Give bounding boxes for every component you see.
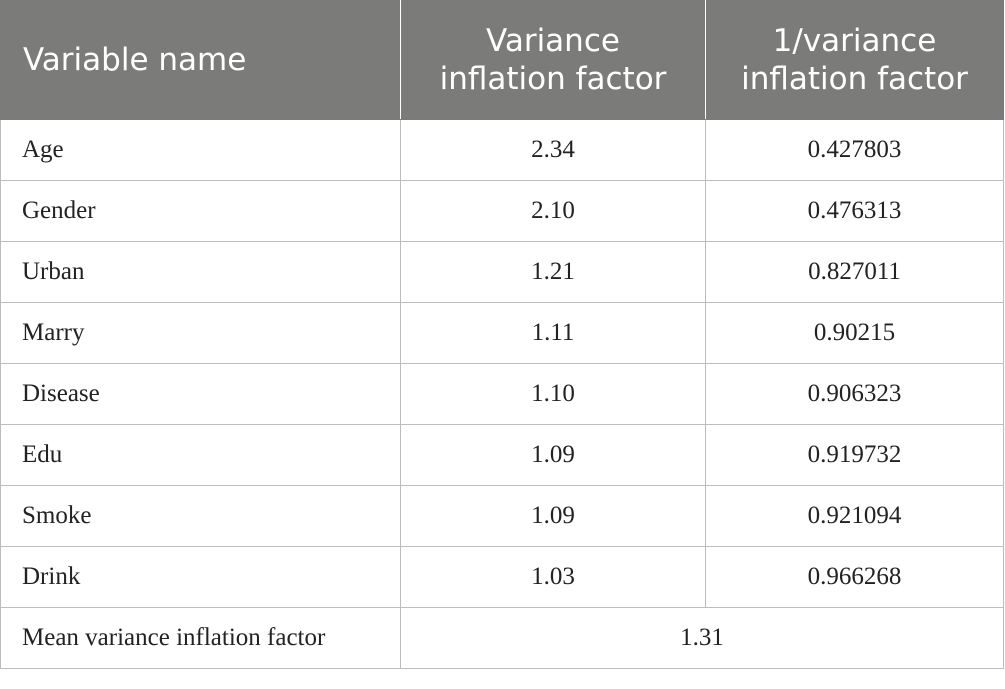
variable-name-cell: Edu: [0, 424, 401, 486]
inverse-vif-cell: 0.921094: [705, 485, 1004, 547]
header-inverse-vif: 1/variance inflation factor: [705, 0, 1004, 120]
mean-vif-row: Mean variance inflation factor 1.31: [0, 607, 1004, 669]
variable-name-cell: Drink: [0, 546, 401, 608]
inverse-vif-cell: 0.919732: [705, 424, 1004, 486]
mean-vif-value: 1.31: [400, 607, 1004, 669]
header-variable-name: Variable name: [0, 0, 401, 120]
table-row: Urban 1.21 0.827011: [0, 241, 1004, 303]
table-header: Variable name Variance inflation factor …: [0, 0, 1004, 120]
table-body: Age 2.34 0.427803 Gender 2.10 0.476313 U…: [0, 119, 1004, 669]
variable-name-cell: Urban: [0, 241, 401, 303]
vif-cell: 1.09: [400, 485, 706, 547]
inverse-vif-cell: 0.427803: [705, 119, 1004, 181]
table-row: Age 2.34 0.427803: [0, 119, 1004, 181]
inverse-vif-cell: 0.966268: [705, 546, 1004, 608]
table-row: Gender 2.10 0.476313: [0, 180, 1004, 242]
inverse-vif-cell: 0.827011: [705, 241, 1004, 303]
vif-cell: 1.03: [400, 546, 706, 608]
variable-name-cell: Smoke: [0, 485, 401, 547]
mean-vif-label: Mean variance inflation factor: [0, 607, 401, 669]
table-row: Drink 1.03 0.966268: [0, 546, 1004, 608]
inverse-vif-cell: 0.906323: [705, 363, 1004, 425]
vif-cell: 1.09: [400, 424, 706, 486]
vif-cell: 1.21: [400, 241, 706, 303]
table-row: Disease 1.10 0.906323: [0, 363, 1004, 425]
inverse-vif-cell: 0.90215: [705, 302, 1004, 364]
table-row: Marry 1.11 0.90215: [0, 302, 1004, 364]
variable-name-cell: Disease: [0, 363, 401, 425]
table-row: Edu 1.09 0.919732: [0, 424, 1004, 486]
table-row: Smoke 1.09 0.921094: [0, 485, 1004, 547]
vif-cell: 1.11: [400, 302, 706, 364]
header-row: Variable name Variance inflation factor …: [0, 0, 1004, 120]
vif-cell: 1.10: [400, 363, 706, 425]
inverse-vif-cell: 0.476313: [705, 180, 1004, 242]
vif-table: Variable name Variance inflation factor …: [0, 0, 1004, 669]
vif-cell: 2.34: [400, 119, 706, 181]
variable-name-cell: Marry: [0, 302, 401, 364]
variable-name-cell: Age: [0, 119, 401, 181]
vif-cell: 2.10: [400, 180, 706, 242]
variable-name-cell: Gender: [0, 180, 401, 242]
header-vif: Variance inflation factor: [400, 0, 706, 120]
